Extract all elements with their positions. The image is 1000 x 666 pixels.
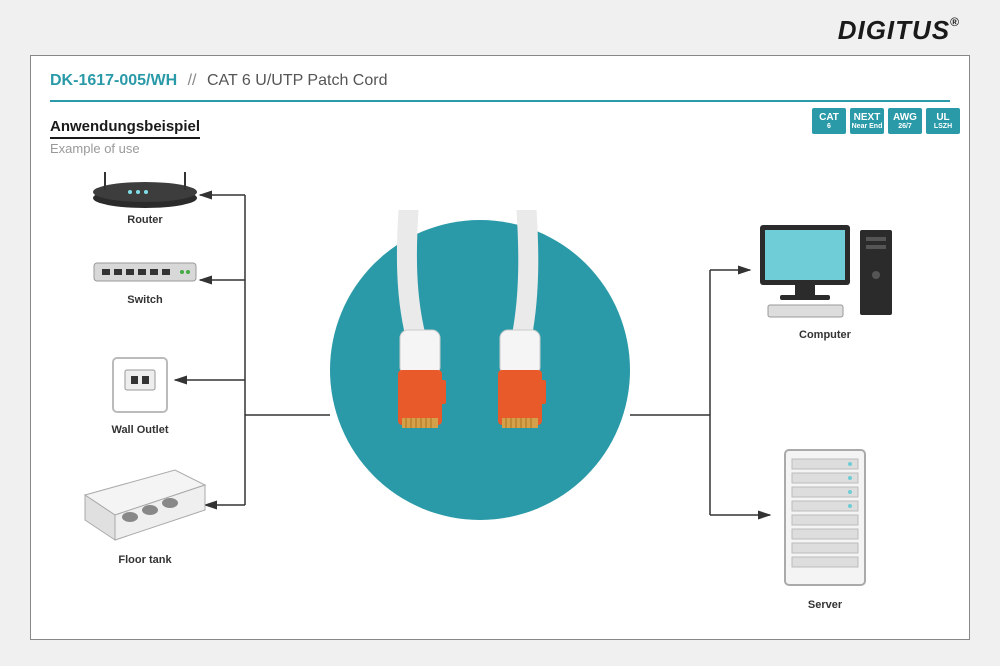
- node-label: Floor tank: [118, 554, 171, 566]
- floor-tank-icon: [75, 455, 215, 550]
- node-router: Router: [90, 170, 200, 226]
- node-server: Server: [770, 445, 880, 611]
- use-diagram: Router Switch Wall Outlet: [30, 55, 970, 640]
- node-label: Computer: [799, 329, 851, 341]
- node-label: Switch: [127, 294, 162, 306]
- patch-cable-icon: [350, 210, 610, 470]
- node-switch: Switch: [90, 255, 200, 306]
- node-wall-outlet: Wall Outlet: [105, 350, 175, 436]
- brand-logo: DIGITUS: [838, 15, 960, 46]
- computer-icon: [750, 215, 900, 325]
- server-icon: [770, 445, 880, 595]
- switch-icon: [90, 255, 200, 290]
- router-icon: [90, 170, 200, 210]
- node-label: Server: [808, 599, 842, 611]
- wall-outlet-icon: [105, 350, 175, 420]
- node-floor-tank: Floor tank: [75, 455, 215, 566]
- node-label: Router: [127, 214, 162, 226]
- node-label: Wall Outlet: [111, 424, 168, 436]
- node-computer: Computer: [750, 215, 900, 341]
